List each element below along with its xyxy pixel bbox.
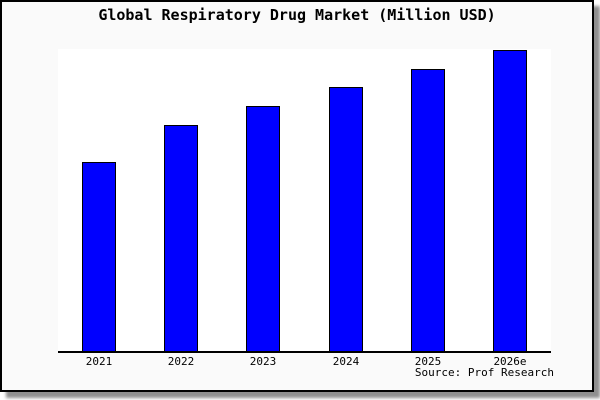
bar-2022 — [164, 125, 198, 352]
bar-2026e — [493, 50, 527, 352]
x-tick-label-2023: 2023 — [249, 355, 277, 368]
bar-2024 — [329, 87, 363, 352]
source-credit: Source: Prof Research — [414, 366, 554, 379]
x-tick-label-2024: 2024 — [332, 355, 360, 368]
x-tick-label-2026e: 2026e — [493, 355, 527, 368]
chart-title: Global Respiratory Drug Market (Million … — [98, 6, 496, 24]
x-tick-label-2022: 2022 — [167, 355, 195, 368]
bar-2023 — [246, 106, 280, 352]
plot-area — [58, 49, 551, 352]
x-tick-label-2021: 2021 — [85, 355, 113, 368]
bar-2021 — [82, 162, 116, 352]
x-tick-label-2025: 2025 — [414, 355, 442, 368]
x-axis-line — [58, 351, 551, 353]
bar-2025 — [411, 69, 445, 352]
